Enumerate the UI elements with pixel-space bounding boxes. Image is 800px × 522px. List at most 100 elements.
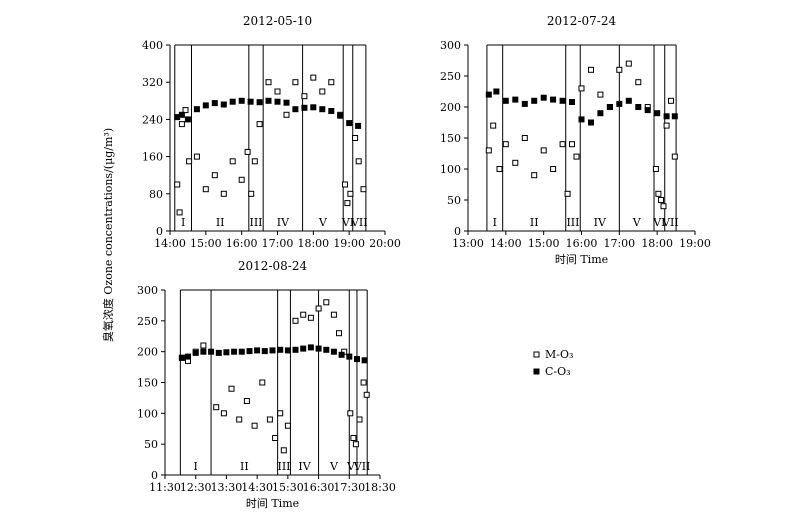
m-o3-point bbox=[292, 79, 299, 86]
c-o3-point bbox=[512, 96, 519, 103]
c-o3-point bbox=[208, 348, 215, 355]
x-tick-label: 17:00 bbox=[603, 237, 635, 250]
c-o3-point bbox=[597, 110, 604, 117]
m-o3-point bbox=[635, 79, 642, 86]
c-o3-point bbox=[323, 346, 330, 353]
m-o3-point bbox=[256, 121, 263, 128]
m-o3-point bbox=[186, 158, 193, 165]
c-o3-point bbox=[223, 349, 230, 356]
m-o3-point bbox=[259, 379, 266, 386]
m-o3-point bbox=[660, 203, 667, 210]
c-o3-point bbox=[663, 113, 670, 120]
m-o3-point bbox=[663, 122, 670, 129]
m-o3-point bbox=[625, 60, 632, 67]
x-tick-label: 14:00 bbox=[154, 237, 186, 250]
c-o3-point bbox=[338, 351, 345, 358]
c-o3-point bbox=[292, 346, 299, 353]
period-label: I bbox=[194, 460, 198, 473]
c-o3-point bbox=[355, 122, 362, 129]
m-o3-point bbox=[176, 209, 183, 216]
m-o3-point bbox=[573, 153, 580, 160]
m-o3-point bbox=[229, 158, 236, 165]
m-o3-point bbox=[352, 135, 359, 141]
y-tick-label: 200 bbox=[440, 101, 461, 114]
x-tick-label: 12:30 bbox=[180, 481, 212, 494]
c-o3-point bbox=[283, 99, 290, 106]
period-label: I bbox=[181, 216, 185, 229]
c-o3-point bbox=[229, 98, 236, 105]
c-o3-point bbox=[330, 348, 337, 355]
x-tick-label: 16:00 bbox=[226, 237, 258, 250]
c-o3-point bbox=[301, 104, 308, 111]
m-o3-point bbox=[671, 153, 678, 160]
m-o3-point bbox=[292, 317, 299, 324]
c-o3-point bbox=[178, 111, 185, 118]
m-o3-point bbox=[655, 190, 662, 197]
m-o3-point bbox=[251, 422, 258, 429]
c-o3-point bbox=[521, 100, 528, 107]
c-o3-point bbox=[354, 356, 360, 363]
y-tick-label: 250 bbox=[137, 315, 158, 328]
period-label: III bbox=[277, 460, 290, 473]
y-tick-label: 150 bbox=[440, 132, 461, 145]
m-o3-point bbox=[243, 398, 250, 404]
period-label: VI bbox=[346, 460, 359, 473]
c-o3-point bbox=[185, 353, 191, 360]
m-o3-point bbox=[220, 410, 227, 417]
c-o3-point bbox=[361, 357, 368, 364]
y-tick-label: 0 bbox=[156, 225, 163, 238]
x-tick-label: 19:00 bbox=[679, 237, 711, 250]
c-o3-point bbox=[254, 347, 261, 354]
c-o3-point bbox=[256, 99, 263, 106]
m-o3-point bbox=[300, 311, 307, 318]
m-o3-point bbox=[236, 416, 243, 423]
m-o3-point bbox=[559, 141, 566, 148]
period-label: VI bbox=[341, 216, 354, 229]
y-tick-label: 400 bbox=[142, 39, 163, 52]
y-tick-label: 100 bbox=[137, 407, 158, 420]
c-o3-point bbox=[292, 106, 299, 113]
m-o3-point bbox=[502, 141, 509, 148]
m-o3-point bbox=[307, 314, 314, 321]
y-tick-label: 100 bbox=[440, 163, 461, 176]
c-o3-point bbox=[569, 99, 575, 105]
c-o3-point bbox=[588, 119, 594, 126]
period-label: VII bbox=[661, 216, 679, 229]
x-tick-label: 16:00 bbox=[566, 237, 598, 250]
x-tick-label: 13:30 bbox=[211, 481, 243, 494]
m-o3-point bbox=[342, 181, 348, 188]
m-o3-point bbox=[266, 416, 273, 423]
m-o3-point bbox=[244, 148, 251, 155]
period-label: II bbox=[530, 216, 539, 229]
x-tick-label: 17:30 bbox=[333, 481, 365, 494]
x-tick-label: 14:30 bbox=[241, 481, 273, 494]
period-label: IV bbox=[277, 216, 290, 229]
x-tick-label: 16:30 bbox=[303, 481, 335, 494]
m-o3-point bbox=[228, 385, 235, 392]
x-tick-label: 18:30 bbox=[364, 481, 396, 494]
c-o3-point bbox=[220, 101, 227, 108]
m-o3-point bbox=[319, 88, 326, 95]
x-tick-label: 13:00 bbox=[452, 237, 484, 250]
legend-label-m-o3: M-O₃ bbox=[545, 348, 573, 361]
m-o3-point bbox=[310, 74, 317, 81]
m-o3-point bbox=[588, 66, 594, 73]
c-o3-point bbox=[307, 344, 314, 351]
c-o3-point bbox=[635, 104, 642, 110]
legend-label-c-o3: C-O₃ bbox=[545, 365, 571, 378]
m-o3-point bbox=[531, 172, 538, 179]
m-o3-point bbox=[202, 186, 209, 193]
c-o3-point bbox=[531, 97, 538, 104]
y-tick-label: 150 bbox=[137, 377, 158, 390]
c-o3-point bbox=[310, 104, 317, 111]
m-o3-point bbox=[301, 93, 308, 100]
y-tick-label: 320 bbox=[142, 76, 163, 89]
c-o3-point bbox=[654, 110, 661, 117]
x-tick-label: 14:00 bbox=[490, 237, 522, 250]
legend-open-square-marker bbox=[533, 351, 540, 358]
period-label: VI bbox=[652, 216, 665, 229]
m-o3-point bbox=[352, 441, 359, 448]
m-o3-point bbox=[193, 153, 200, 160]
